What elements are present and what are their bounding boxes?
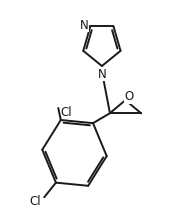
Text: N: N [80, 19, 89, 32]
Text: Cl: Cl [60, 106, 72, 119]
Text: N: N [98, 68, 106, 81]
Text: O: O [124, 90, 134, 103]
Text: Cl: Cl [30, 195, 41, 208]
